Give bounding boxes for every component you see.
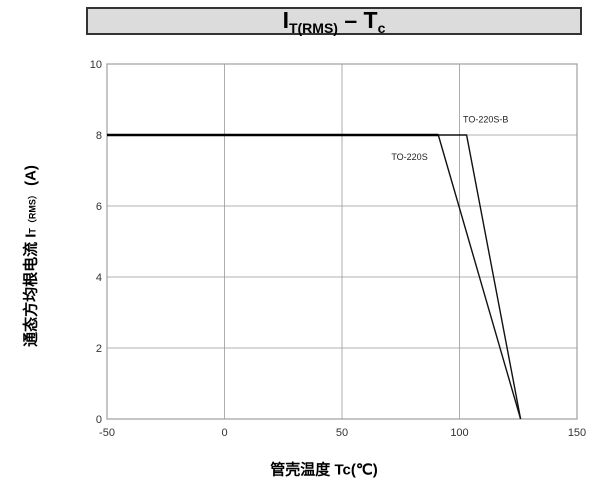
y-tick-label: 10 [90, 59, 102, 71]
x-tick-label: 100 [450, 427, 468, 439]
chart-title-box: IT(RMS) – Tc [86, 6, 582, 36]
x-tick-label: 0 [221, 427, 227, 439]
annotation-label: TO-220S-B [463, 115, 508, 125]
y-tick-label: 0 [96, 414, 102, 426]
x-axis-label: 管壳温度 Tc(℃) [270, 461, 378, 479]
x-tick-label: 150 [568, 427, 586, 439]
y-tick-label: 2 [96, 343, 102, 355]
y-tick-label: 4 [96, 272, 102, 284]
chart-title: IT(RMS) – Tc [282, 6, 386, 36]
x-tick-label: 50 [336, 427, 348, 439]
x-tick-label: -50 [99, 427, 115, 439]
annotation-label: TO-220S [391, 152, 427, 162]
y-tick-label: 8 [96, 130, 102, 142]
y-tick-label: 6 [96, 201, 102, 213]
